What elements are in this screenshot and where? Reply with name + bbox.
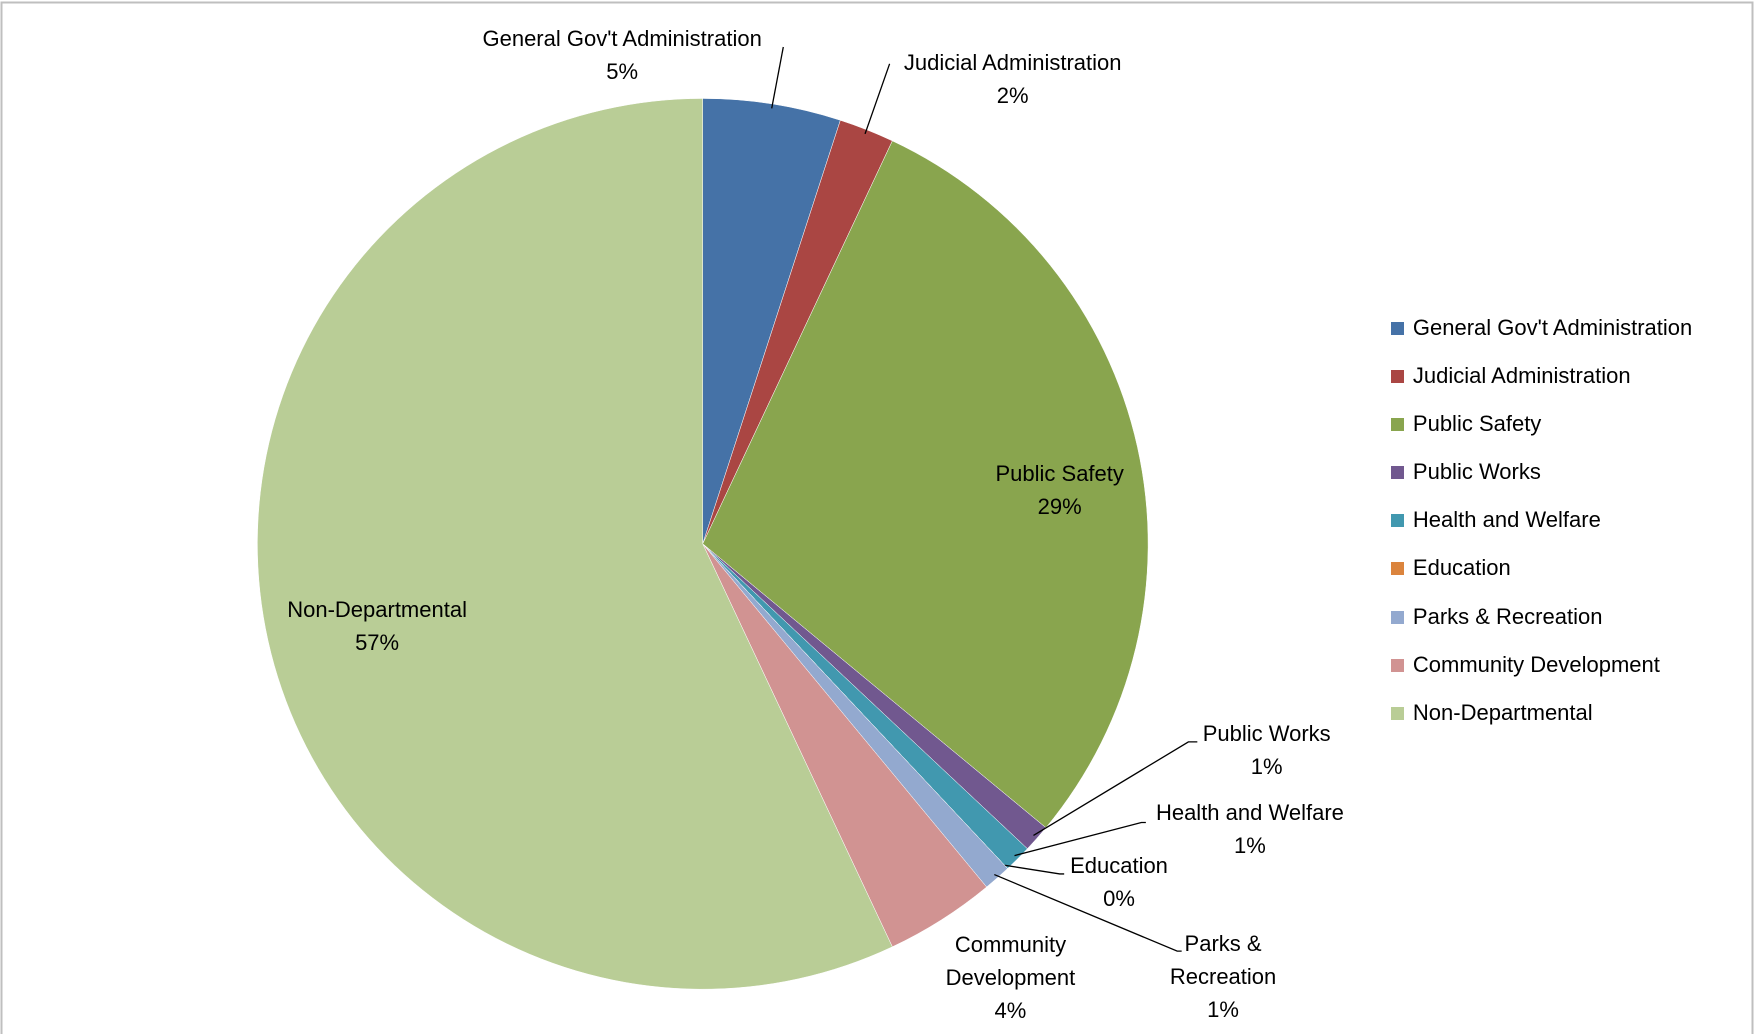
data-label-name: Health and Welfare — [1155, 799, 1344, 825]
data-label-name: Parks & Recreation — [1169, 930, 1277, 989]
data-label-value: 5% — [606, 59, 639, 85]
data-label-name: Public Works — [1202, 721, 1331, 747]
legend-label: Public Safety — [1412, 411, 1542, 437]
legend-item: Public Safety — [1390, 411, 1542, 437]
data-label: Non-Departmental 57% — [287, 593, 467, 659]
leader-line — [1004, 864, 1065, 875]
legend-swatch — [1390, 610, 1404, 624]
data-label-value: 1% — [1250, 754, 1283, 780]
leader-line — [994, 873, 1182, 952]
data-label-name: Judicial Administration — [903, 49, 1122, 75]
data-label-value: 2% — [996, 82, 1029, 108]
data-label-value: 57% — [355, 630, 400, 656]
legend-swatch — [1390, 466, 1404, 480]
legend-swatch — [1390, 321, 1404, 335]
data-label-value: 29% — [1037, 493, 1082, 519]
data-label: Judicial Administration 2% — [904, 46, 1122, 112]
legend-swatch — [1390, 514, 1404, 528]
legend-swatch — [1390, 706, 1404, 720]
legend-item: Health and Welfare — [1390, 507, 1601, 533]
data-label: Education 0% — [1070, 849, 1168, 915]
data-label: Public Works 1% — [1203, 717, 1331, 783]
data-label: Health and Welfare 1% — [1156, 796, 1344, 862]
legend-item: Education — [1390, 555, 1511, 581]
legend-item: Public Works — [1390, 459, 1541, 485]
data-label-value: 4% — [994, 997, 1027, 1023]
legend-item: Community Development — [1390, 651, 1660, 678]
legend-swatch — [1390, 658, 1404, 672]
data-label-name: Education — [1070, 853, 1168, 879]
pie-slice — [257, 98, 893, 990]
data-label: Parks & Recreation 1% — [1162, 927, 1285, 1026]
legend-item: Parks & Recreation — [1390, 603, 1603, 630]
legend-label: Health and Welfare — [1412, 507, 1601, 533]
data-label-name: Non-Departmental — [287, 597, 467, 623]
legend-label: Education — [1412, 555, 1511, 581]
legend-item: Non-Departmental — [1390, 699, 1593, 726]
legend-label: Judicial Administration — [1412, 362, 1631, 388]
data-label: Community Development 4% — [932, 928, 1089, 1027]
leader-line — [1033, 741, 1198, 836]
legend-swatch — [1390, 562, 1404, 576]
data-label-value: 1% — [1207, 996, 1239, 1022]
data-label-name: Community Development — [945, 931, 1076, 990]
legend-label: Parks & Recreation — [1412, 603, 1603, 629]
legend-item: Judicial Administration — [1390, 362, 1631, 389]
data-label-name: General Gov't Administration — [482, 26, 762, 52]
legend-label: Non-Departmental — [1412, 699, 1593, 725]
legend-label: Community Development — [1412, 651, 1660, 677]
data-label: General Gov't Administration 5% — [482, 22, 761, 88]
data-label-value: 0% — [1103, 886, 1135, 912]
leader-line — [1014, 821, 1146, 857]
legend-swatch — [1390, 418, 1404, 432]
legend-label: Public Works — [1412, 459, 1541, 485]
legend-label: General Gov't Administration — [1412, 314, 1693, 340]
pie-slice — [702, 140, 1149, 829]
leader-line — [864, 63, 891, 135]
legend-swatch — [1390, 369, 1404, 383]
data-label-name: Public Safety — [995, 460, 1124, 486]
data-label: Public Safety 29% — [995, 457, 1123, 523]
legend-item: General Gov't Administration — [1390, 314, 1693, 341]
data-label-value: 1% — [1234, 832, 1266, 858]
leader-line — [771, 46, 784, 109]
